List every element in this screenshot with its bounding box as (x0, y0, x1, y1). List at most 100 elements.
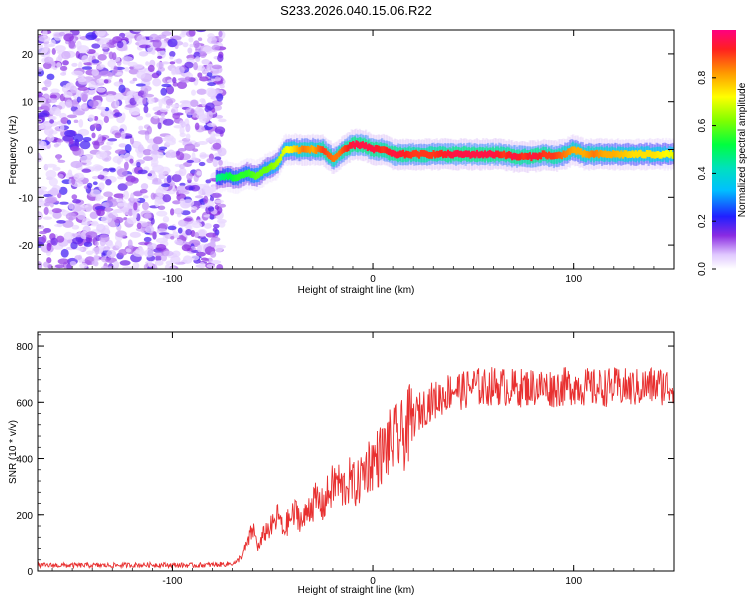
ridge-cell (244, 170, 247, 178)
ridge-cell (557, 151, 560, 159)
ridge-cell (424, 150, 427, 158)
noise-blob (145, 113, 152, 118)
noise-blob (212, 227, 218, 233)
ridge-cell (625, 150, 628, 157)
ridge-cell (395, 151, 398, 159)
noise-blob (138, 51, 149, 57)
noise-blob (210, 131, 216, 139)
noise-blob (117, 183, 128, 191)
ridge-cell (297, 147, 300, 154)
noise-blob (141, 222, 149, 228)
noise-blob (73, 133, 84, 143)
noise-blob (42, 216, 53, 220)
noise-blob (171, 250, 181, 258)
noise-blob (194, 195, 204, 199)
noise-blob (184, 76, 191, 81)
noise-blob (119, 260, 131, 266)
noise-blob (56, 138, 64, 143)
noise-blob (95, 150, 108, 160)
ridge-cell (647, 150, 650, 157)
noise-blob (190, 109, 195, 114)
spectrogram-ytick-label: 0 (27, 146, 33, 157)
ridge-cell (620, 150, 623, 158)
ridge-cell (642, 151, 645, 159)
ridge-cell (520, 152, 523, 160)
noise-blob (152, 39, 162, 49)
noise-blob (162, 250, 174, 257)
colorbar-tick-label: 0.6 (697, 118, 708, 132)
noise-blob (141, 96, 147, 105)
noise-blob (57, 258, 70, 265)
noise-blob (85, 250, 94, 256)
noise-blob (56, 235, 65, 243)
noise-blob (68, 138, 74, 145)
ridge-cell (580, 148, 583, 156)
ridge-cell (594, 150, 597, 157)
noise-blob (162, 215, 170, 223)
ridge-cell (316, 145, 320, 152)
ridge-cell (539, 152, 543, 160)
ridge-cell (310, 145, 313, 152)
noise-blob (127, 91, 138, 96)
noise-blob (38, 112, 48, 117)
ridge-cell (556, 152, 559, 159)
noise-blob (218, 30, 223, 38)
ridge-cell (653, 151, 657, 159)
noise-blob (115, 230, 127, 238)
noise-blob (158, 146, 168, 150)
noise-blob (85, 231, 98, 238)
noise-blob (72, 110, 85, 116)
ridge-cell (284, 146, 287, 153)
noise-blob (187, 47, 193, 54)
ridge-cell (371, 145, 374, 152)
ridge-cell (347, 144, 350, 152)
ridge-cell (649, 150, 652, 157)
noise-blob (157, 122, 162, 130)
noise-blob (181, 244, 191, 252)
noise-blob (113, 92, 124, 102)
ridge-cell (671, 152, 674, 159)
ridge-cell (496, 150, 499, 158)
ridge-cell (302, 145, 305, 153)
ridge-cell (238, 173, 241, 181)
ridge-cell (546, 152, 549, 160)
noise-blob (207, 36, 218, 45)
noise-blob (51, 208, 62, 214)
snr-xlabel: Height of straight line (km) (298, 585, 415, 596)
noise-blob (113, 65, 118, 74)
noise-blob (162, 194, 172, 203)
ridge-cell (560, 152, 564, 160)
ridge-cell (312, 145, 315, 153)
noise-blob (143, 236, 152, 243)
noise-blob (101, 266, 108, 269)
ridge-cell (478, 151, 482, 159)
noise-blob (73, 172, 85, 182)
noise-blob (139, 44, 151, 49)
noise-blob (108, 51, 114, 60)
noise-blob (72, 237, 83, 245)
chart-title: S233.2026.040.15.06.R22 (280, 3, 432, 18)
noise-blob (169, 104, 181, 108)
noise-blob (218, 221, 226, 228)
noise-blob (145, 61, 150, 66)
snr-ytick-label: 0 (27, 567, 33, 578)
ridge-cell (605, 151, 608, 159)
noise-blob (195, 30, 207, 33)
noise-blob (182, 255, 193, 264)
ridge-cell (599, 149, 602, 157)
noise-blob (178, 167, 187, 177)
noise-blob (154, 255, 162, 262)
colorbar-ticks: 0.0 0.2 0.4 0.6 0.8 (697, 70, 716, 276)
noise-blob (39, 230, 48, 235)
noise-blob (195, 56, 201, 63)
ridge-cell (451, 151, 454, 159)
ridge-cell (348, 142, 352, 149)
noise-blob (78, 61, 83, 70)
noise-blob (117, 202, 126, 207)
noise-blob (71, 233, 83, 238)
ridge-cell (313, 146, 316, 154)
noise-blob (214, 199, 225, 204)
noise-blob (185, 123, 191, 133)
noise-blob (180, 121, 186, 128)
noise-blob (116, 168, 128, 178)
